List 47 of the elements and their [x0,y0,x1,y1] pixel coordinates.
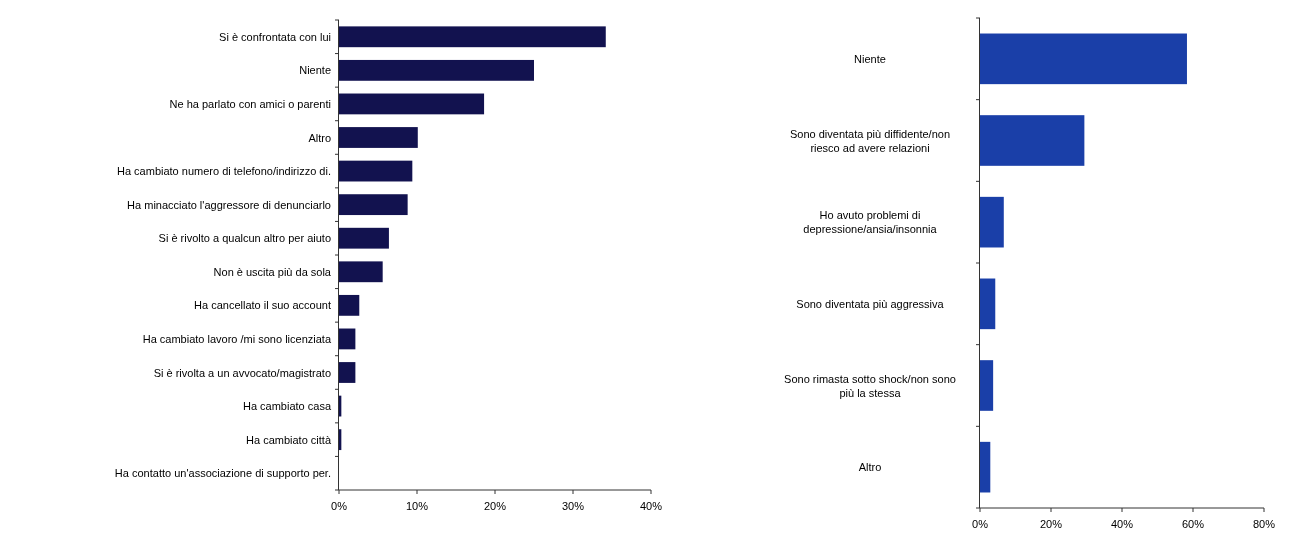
y-tick-label: Si è rivolto a qualcun altro per aiuto [158,232,331,245]
bar [339,93,485,115]
y-tick-label: Ha minacciato l'aggressore di denunciarlo [127,198,331,211]
bar [339,26,606,48]
y-tick-label: Si è confrontata con lui [219,30,331,43]
x-tick-label: 0% [972,518,989,530]
bar [980,115,1085,166]
y-tick-label: Ho avuto problemi di depressione/ansia/insonnia [803,209,938,236]
bar [339,328,356,350]
y-tick-label: Ha contatto un'associazione di supporto per. [114,467,331,480]
bar [339,362,356,383]
bar [339,294,360,316]
bar [980,278,996,330]
x-tick-label: 20% [1039,518,1063,530]
bar [980,196,1004,248]
x-tick-label: 10% [405,500,429,512]
y-tick-label: Si è rivolta a un avvocato/magistrato [153,366,331,379]
y-tick-label: Ha cambiato città [246,433,332,446]
y-tick-label: Non è uscita più da sola [213,265,332,278]
y-tick-label: Ha cambiato casa [242,400,332,413]
y-tick-label: Ha cambiato numero di telefono/indirizzo di. [116,165,331,178]
y-tick-label: Niente [299,64,331,77]
x-tick-label: 60% [1181,518,1205,530]
bar [980,360,994,411]
x-tick-label: 0% [331,500,348,512]
y-tick-label: Ha cancellato il suo account [194,299,331,312]
bar [339,194,408,216]
bar [980,33,1187,85]
bar [980,441,991,493]
y-tick-label: Altro [858,461,882,474]
y-tick-label: Ha cambiato lavoro /mi sono licenziata [142,332,332,345]
x-tick-label: 40% [1110,518,1134,530]
x-tick-label: 40% [639,500,663,512]
bar [339,160,413,182]
bar [339,227,389,249]
y-tick-label: Sono rimasta sotto shock/non sono più la stessa [784,372,956,399]
y-tick-label: Ne ha parlato con amici o parenti [169,97,331,110]
y-tick-label: Sono diventata più diffidente/non riesco ad avere relazioni [789,127,951,154]
y-tick-label: Altro [308,131,331,144]
bar [339,59,534,81]
y-tick-label: Sono diventata più aggressiva [796,297,945,310]
y-tick-label: Niente [854,52,886,65]
bar [339,127,418,148]
x-tick-label: 30% [561,500,585,512]
x-tick-label: 20% [483,500,507,512]
bar [339,261,383,283]
x-tick-label: 80% [1252,518,1276,530]
